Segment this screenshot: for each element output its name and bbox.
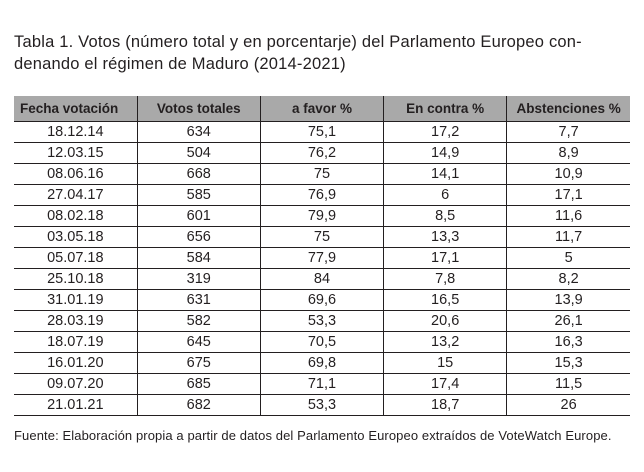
cell: 08.02.18 [14,205,138,227]
column-header-3: En contra % [383,96,508,122]
table-row: 21.01.21 682 53,3 18,7 26 [14,394,630,416]
cell: 685 [137,373,261,395]
votes-table: Fecha votación Votos totales a favor % En c… [14,96,630,416]
column-header-4: Abstenciones % [506,96,630,122]
cell: 11,5 [506,373,630,395]
cell: 26 [506,394,630,416]
cell: 13,2 [383,331,508,353]
cell: 79,9 [260,205,385,227]
cell: 20,6 [383,310,508,332]
cell: 16,3 [506,331,630,353]
cell: 601 [137,205,261,227]
table-row: 08.06.16 668 75 14,1 10,9 [14,163,630,185]
table-row: 28.03.19 582 53,3 20,6 26,1 [14,310,630,332]
table-title: Tabla 1. Votos (número total y en porcen… [14,31,582,75]
cell: 21.01.21 [14,394,138,416]
cell: 13,9 [506,289,630,311]
cell: 585 [137,184,261,206]
table-title-line2: denando el régimen de Maduro (2014-2021) [14,55,346,73]
cell: 16,5 [383,289,508,311]
table-row: 08.02.18 601 79,9 8,5 11,6 [14,205,630,227]
cell: 77,9 [260,247,385,269]
cell: 18,7 [383,394,508,416]
table-row: 18.07.19 645 70,5 13,2 16,3 [14,331,630,353]
cell: 12.03.15 [14,142,138,164]
cell: 26,1 [506,310,630,332]
cell: 75,1 [260,121,385,143]
cell: 8,5 [383,205,508,227]
cell: 09.07.20 [14,373,138,395]
cell: 7,8 [383,268,508,290]
cell: 76,9 [260,184,385,206]
table-row: 31.01.19 631 69,6 16,5 13,9 [14,289,630,311]
cell: 27.04.17 [14,184,138,206]
cell: 10,9 [506,163,630,185]
table-row: 18.12.14 634 75,1 17,2 7,7 [14,121,630,143]
cell: 582 [137,310,261,332]
cell: 28.03.19 [14,310,138,332]
cell: 8,9 [506,142,630,164]
cell: 76,2 [260,142,385,164]
cell: 15 [383,352,508,374]
cell: 25.10.18 [14,268,138,290]
table-title-line1: Tabla 1. Votos (número total y en porcen… [14,33,582,51]
cell: 7,7 [506,121,630,143]
cell: 5 [506,247,630,269]
cell: 504 [137,142,261,164]
cell: 18.07.19 [14,331,138,353]
cell: 17,4 [383,373,508,395]
cell: 84 [260,268,385,290]
cell: 31.01.19 [14,289,138,311]
cell: 8,2 [506,268,630,290]
source-note: Fuente: Elaboración propia a partir de d… [14,428,612,443]
cell: 18.12.14 [14,121,138,143]
cell: 11,7 [506,226,630,248]
cell: 70,5 [260,331,385,353]
header-row: Fecha votación Votos totales a favor % En c… [14,96,630,122]
cell: 584 [137,247,261,269]
column-header-1: Votos totales [137,96,261,122]
cell: 05.07.18 [14,247,138,269]
column-header-0: Fecha votación [14,96,138,122]
table-row: 05.07.18 584 77,9 17,1 5 [14,247,630,269]
cell: 656 [137,226,261,248]
cell: 53,3 [260,394,385,416]
cell: 75 [260,163,385,185]
cell: 03.05.18 [14,226,138,248]
cell: 69,6 [260,289,385,311]
cell: 17,1 [506,184,630,206]
table-row: 16.01.20 675 69,8 15 15,3 [14,352,630,374]
cell: 11,6 [506,205,630,227]
cell: 668 [137,163,261,185]
votes-table-body: 18.12.14 634 75,1 17,2 7,7 12.03.15 504 76,2 14,… [14,121,630,416]
table-row: 27.04.17 585 76,9 6 17,1 [14,184,630,206]
column-header-2: a favor % [260,96,385,122]
cell: 634 [137,121,261,143]
cell: 16.01.20 [14,352,138,374]
cell: 645 [137,331,261,353]
table-row: 03.05.18 656 75 13,3 11,7 [14,226,630,248]
cell: 17,1 [383,247,508,269]
cell: 675 [137,352,261,374]
cell: 319 [137,268,261,290]
cell: 14,9 [383,142,508,164]
cell: 15,3 [506,352,630,374]
cell: 17,2 [383,121,508,143]
table-row: 09.07.20 685 71,1 17,4 11,5 [14,373,630,395]
cell: 53,3 [260,310,385,332]
table-row: 25.10.18 319 84 7,8 8,2 [14,268,630,290]
table-row: 12.03.15 504 76,2 14,9 8,9 [14,142,630,164]
cell: 6 [383,184,508,206]
cell: 75 [260,226,385,248]
cell: 69,8 [260,352,385,374]
cell: 08.06.16 [14,163,138,185]
votes-table-head: Fecha votación Votos totales a favor % En c… [14,96,630,122]
cell: 682 [137,394,261,416]
cell: 13,3 [383,226,508,248]
cell: 14,1 [383,163,508,185]
cell: 631 [137,289,261,311]
cell: 71,1 [260,373,385,395]
